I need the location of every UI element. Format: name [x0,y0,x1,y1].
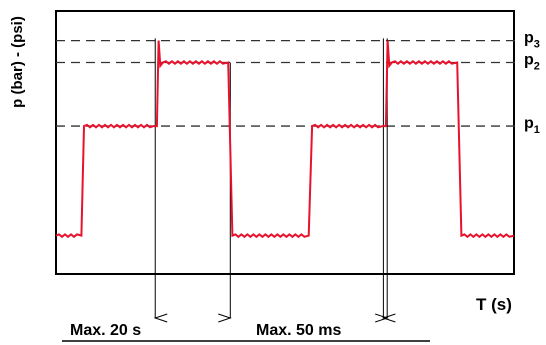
time-marker-arrow-0 [153,313,168,323]
x-axis-label: T (s) [476,295,512,314]
level-label-p3: p3 [524,30,540,51]
time-marker-arrow-1 [218,313,232,323]
plot-frame [55,10,515,275]
time-marker-arrow-3 [375,313,389,323]
level-label-p1: p1 [524,115,540,136]
time-markers [153,38,396,323]
y-axis-label: p (bar) - (psi) [9,16,26,108]
reference-lines [56,39,520,127]
annotation-max-50ms: Max. 50 ms [256,322,341,339]
level-label-p2: p2 [524,52,540,73]
annotation-max-20s: Max. 20 s [70,322,141,339]
pressure-signal-line [55,40,515,239]
time-marker-arrow-2 [381,313,396,323]
